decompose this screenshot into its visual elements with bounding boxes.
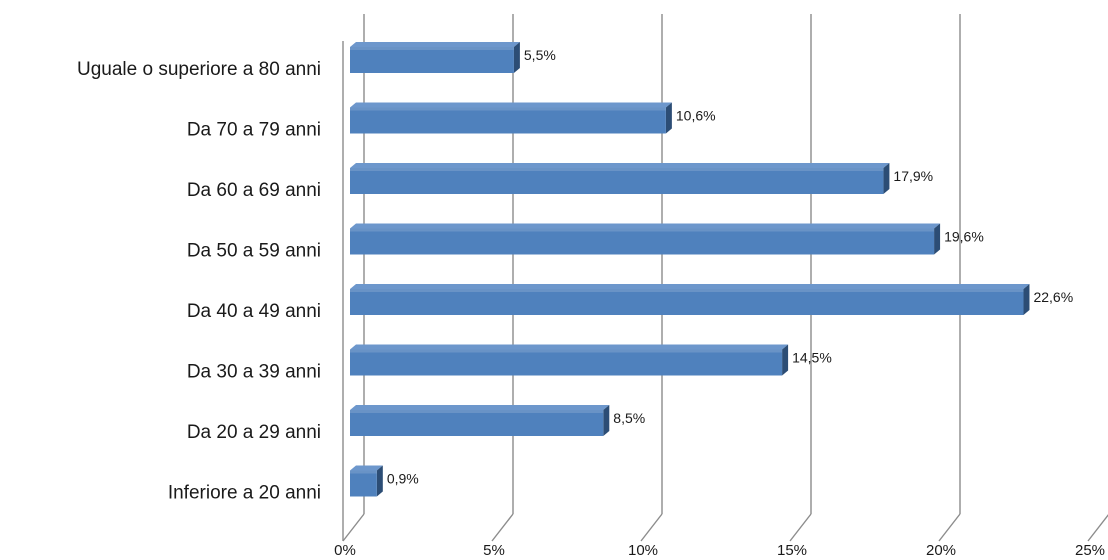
data-label: 14,5% (792, 350, 832, 366)
bar (350, 168, 884, 194)
x-tick-label: 5% (483, 542, 505, 559)
category-label: Inferiore a 20 anni (168, 483, 321, 504)
category-label: Da 50 a 59 anni (187, 241, 321, 262)
bars (350, 42, 1030, 497)
bar (350, 107, 666, 134)
data-label: 10,6% (676, 108, 716, 124)
labels: 0% 5% 10% 15% 20% 25% 5,5% Uguale o superiore a… (77, 47, 1105, 559)
bar-side (934, 223, 941, 255)
gridline-depth (491, 513, 514, 542)
x-tick-label: 20% (926, 542, 956, 559)
bar-highlight (350, 349, 783, 353)
bar-top (350, 405, 610, 410)
data-label: 5,5% (524, 47, 556, 63)
gridline-depth (1087, 514, 1108, 542)
bar (350, 470, 377, 497)
bar-top (350, 102, 672, 108)
bar-top (350, 223, 941, 229)
bar-side (665, 102, 672, 134)
gridline-depth (640, 513, 663, 542)
data-label: 17,9% (893, 168, 933, 184)
bar (350, 228, 935, 255)
bar-top (350, 284, 1030, 289)
bar-side (603, 405, 610, 436)
bar (350, 47, 514, 73)
bar-top (350, 42, 520, 47)
category-label: Uguale o superiore a 80 anni (77, 59, 321, 80)
bar-side (782, 344, 789, 376)
bar-highlight (350, 168, 884, 171)
bar-top (350, 163, 890, 168)
category-label: Da 70 a 79 anni (187, 120, 321, 141)
x-tick-label: 25% (1075, 542, 1105, 559)
bar-highlight (350, 47, 514, 50)
bar-side (513, 42, 520, 73)
bar-highlight (350, 289, 1024, 292)
category-label: Da 40 a 49 anni (187, 301, 321, 322)
bar (350, 289, 1024, 315)
x-tick-label: 10% (628, 542, 658, 559)
x-tick-label: 15% (777, 542, 807, 559)
bar-highlight (350, 228, 935, 232)
bar-highlight (350, 107, 666, 111)
gridline-depth (789, 513, 812, 542)
category-label: Da 60 a 69 anni (187, 180, 321, 201)
gridline-depth (938, 513, 961, 542)
bar (350, 410, 604, 436)
data-label: 19,6% (944, 229, 984, 245)
bar-side (883, 163, 890, 194)
bar-highlight (350, 410, 604, 413)
bar-top (350, 465, 383, 471)
bar (350, 349, 783, 376)
bar-top (350, 344, 789, 350)
gridline-depth (342, 513, 365, 542)
data-label: 8,5% (613, 410, 645, 426)
bar-side (1023, 284, 1030, 315)
category-label: Da 20 a 29 anni (187, 422, 321, 443)
data-label: 22,6% (1033, 289, 1073, 305)
data-label: 0,9% (387, 471, 419, 487)
bar-highlight (350, 470, 377, 474)
x-tick-label: 0% (334, 542, 356, 559)
bar-side (376, 465, 383, 497)
gridlines (342, 14, 1108, 542)
category-label: Da 30 a 39 anni (187, 362, 321, 383)
